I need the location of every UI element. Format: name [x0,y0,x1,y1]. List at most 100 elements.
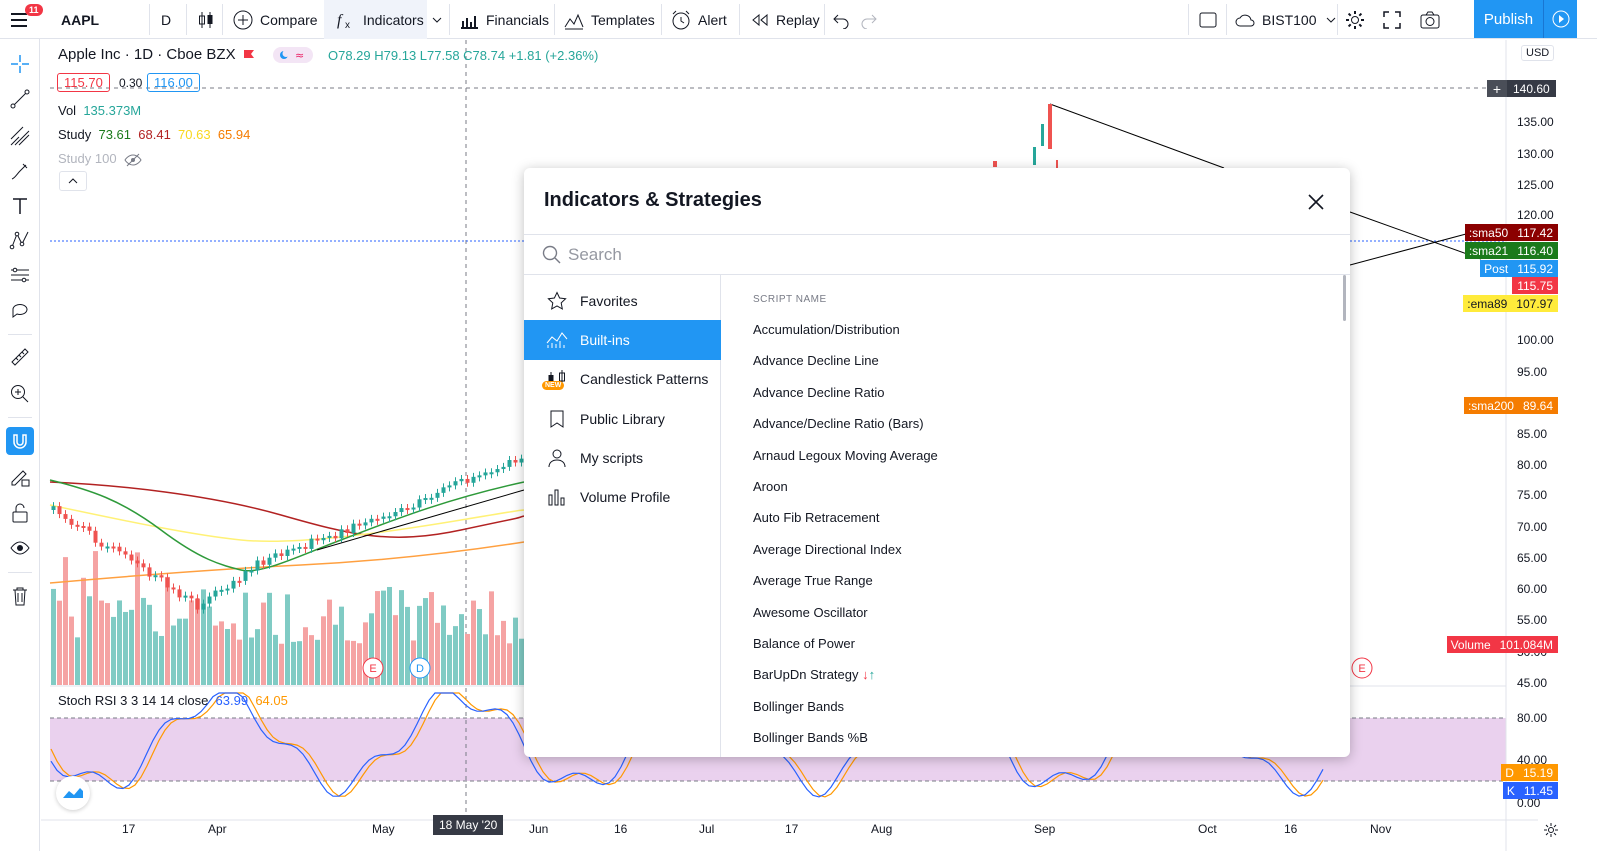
script-item[interactable]: Advance Decline Line [753,353,879,368]
nav-candlestick-patterns[interactable]: NEW Candlestick Patterns [524,359,721,399]
session-indicator[interactable]: ≈ [273,47,313,63]
indicators-dropdown[interactable] [430,0,444,39]
nav-my-scripts[interactable]: My scripts [524,438,721,478]
templates-button[interactable]: Templates [563,0,655,39]
financials-button[interactable]: Financials [458,0,549,39]
nav-volume-profile[interactable]: Volume Profile [524,477,721,517]
ask-price[interactable]: 116.00 [147,73,200,92]
volume-bar [399,590,404,685]
currency-button[interactable]: USD [1521,45,1555,61]
nav-built-ins[interactable]: Built-ins [524,320,721,360]
add-plus-button[interactable]: + [1487,80,1507,97]
time-tick: Jul [699,822,715,836]
compare-button[interactable]: Compare [232,0,318,39]
interval-button[interactable]: D [161,11,172,28]
alarm-clock-icon [672,10,690,29]
scrollbar[interactable] [1343,275,1346,321]
script-name: Balance of Power [753,636,855,651]
price-tick: 125.00 [1517,178,1554,192]
drawing-toolbar [0,39,40,851]
study100-legend[interactable]: Study 100 [58,151,142,167]
stoch-legend[interactable]: Stoch RSI 3 3 14 14 close 63.99 64.05 [58,693,288,708]
undo-icon [833,14,849,29]
nav-public-library[interactable]: Public Library [524,399,721,439]
script-item[interactable]: Aroon [753,479,788,494]
candle [315,538,320,541]
script-item[interactable]: BarUpDn Strategy ↓↑ [753,667,875,682]
alert-button[interactable]: Alert [670,0,727,39]
pattern-tool[interactable] [6,226,34,254]
search-input[interactable] [568,243,1268,267]
symbol-title[interactable]: Apple Inc · 1D · Cboe BZX [58,46,236,63]
price-label-value: 15.19 [1517,764,1558,781]
volume-bar [69,616,74,685]
replay-button[interactable]: Replay [748,0,820,39]
volume-bar [207,606,212,685]
script-item[interactable]: Average Directional Index [753,542,902,557]
price-tick: 65.00 [1517,551,1548,565]
unlock-icon [12,503,28,523]
collapse-legend-button[interactable] [59,171,87,191]
script-item[interactable]: Arnaud Legoux Moving Average [753,448,938,463]
candle [285,549,290,556]
magnet-tool[interactable] [6,427,34,455]
candle [459,478,464,482]
candle [411,507,416,510]
redo-button[interactable] [860,0,878,39]
script-item[interactable]: Advance/Decline Ratio (Bars) [753,416,924,431]
candle [153,575,158,578]
snapshot-button[interactable] [1419,0,1441,39]
volume-bar [405,606,410,685]
dividend-marker[interactable] [409,657,431,679]
script-item[interactable]: Awesome Oscillator [753,605,868,620]
text-tool[interactable] [6,192,34,220]
script-item[interactable]: Average True Range [753,573,873,588]
brush-tool[interactable] [6,157,34,185]
annotation-tool[interactable] [6,297,34,325]
price-tick: 135.00 [1517,115,1554,129]
exchange-button[interactable]: BIST100 [1234,0,1338,39]
volume-bar [177,618,182,685]
fullscreen-button[interactable] [1382,0,1402,39]
study-legend[interactable]: Study 73.61 68.41 70.63 65.94 [58,127,250,142]
menu-button[interactable] [8,0,30,39]
hide-tool[interactable] [6,534,34,562]
undo-button[interactable] [832,0,850,39]
script-item[interactable]: Auto Fib Retracement [753,510,879,525]
stay-in-drawing-tool[interactable] [6,463,34,491]
bid-price[interactable]: 115.70 [57,73,110,92]
script-item[interactable]: Bollinger Bands %B [753,730,868,745]
trend-line-3 [1349,211,1482,260]
settings-button[interactable] [1344,0,1366,39]
volume-legend[interactable]: Vol 135.373M [58,103,141,118]
tradingview-logo[interactable] [56,776,90,810]
script-item[interactable]: Advance Decline Ratio [753,385,885,400]
earnings-marker[interactable] [362,657,384,679]
symbol-search[interactable]: AAPL [61,11,100,28]
close-icon[interactable] [1304,190,1328,214]
nav-favorites[interactable]: Favorites [524,281,721,321]
lock-tool[interactable] [6,499,34,527]
measure-tool[interactable] [6,343,34,371]
volume-bar [513,617,518,685]
rewind-icon [752,13,768,26]
zoom-tool[interactable] [6,380,34,408]
script-item[interactable]: Accumulation/Distribution [753,322,900,337]
flag-icon[interactable] [243,49,255,61]
prediction-tool[interactable] [6,261,34,289]
earnings-marker[interactable] [1351,657,1373,679]
publish-menu-button[interactable] [1543,0,1577,38]
script-item[interactable]: Bollinger Bands [753,699,844,714]
price-label-name: Volume [1446,636,1495,653]
crosshair-tool[interactable] [6,50,34,78]
remove-tool[interactable] [6,582,34,610]
script-item[interactable]: Balance of Power [753,636,855,651]
volume-bar [429,592,434,685]
gear-icon[interactable] [1543,822,1559,838]
trend-line-tool[interactable] [6,85,34,113]
fib-tool[interactable] [6,122,34,150]
eye-hidden-icon[interactable] [124,153,142,167]
chart-style-button[interactable] [195,0,217,39]
layout-button[interactable] [1198,0,1218,39]
